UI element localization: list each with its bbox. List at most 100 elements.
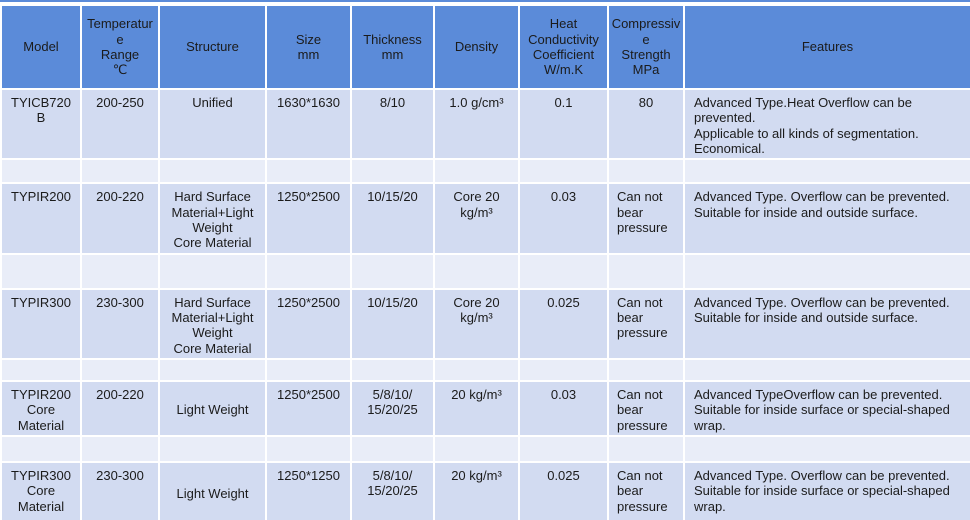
table-row: TYICB720B 200-250 Unified 1630*1630 8/10… [0,87,970,161]
cell-features: Advanced Type. Overflow can be prevented… [683,460,970,520]
table-row: TYPIR200 Core Material 200-220 Light Wei… [0,379,970,437]
spacer-cell [265,434,352,463]
cell-structure: Hard Surface Material+Light Weight Core … [158,287,267,360]
cell-density: 20 kg/m³ [433,379,520,437]
cell-size: 1250*2500 [265,379,352,437]
spacer-cell [0,357,82,382]
cell-model: TYPIR300 Core Material [0,460,82,520]
cell-model: TYPIR200 Core Material [0,379,82,437]
cell-heat-conductivity: 0.03 [518,182,609,255]
cell-features: Advanced TypeOverflow can be prevented. … [683,379,970,437]
cell-heat-conductivity: 0.025 [518,287,609,360]
spacer-cell [433,357,520,382]
spacer-cell [0,158,82,185]
product-spec-table: Model Temperature Range ℃ Structure Size… [0,4,970,520]
col-header-size: Size mm [265,4,352,90]
spacer-cell [683,434,970,463]
spacer-cell [607,158,685,185]
col-header-structure: Structure [158,4,267,90]
spacer-cell [683,252,970,290]
cell-temperature-range: 200-220 [80,182,160,255]
spacer-row [0,357,970,382]
cell-density: Core 20 kg/m³ [433,287,520,360]
spacer-cell [433,252,520,290]
spacer-cell [433,434,520,463]
spacer-cell [80,158,160,185]
cell-temperature-range: 200-220 [80,379,160,437]
cell-temperature-range: 230-300 [80,287,160,360]
spacer-cell [80,357,160,382]
cell-thickness: 5/8/10/ 15/20/25 [350,379,435,437]
cell-features: Advanced Type.Heat Overflow can be preve… [683,87,970,161]
spacer-cell [80,434,160,463]
cell-compressive-strength: Can not bear pressure [607,379,685,437]
spacer-cell [265,158,352,185]
spacer-cell [265,252,352,290]
cell-structure: Unified [158,87,267,161]
cell-temperature-range: 200-250 [80,87,160,161]
cell-temperature-range: 230-300 [80,460,160,520]
cell-structure: Light Weight [158,460,267,520]
spacer-cell [607,357,685,382]
spacer-cell [683,357,970,382]
cell-compressive-strength: Can not bear pressure [607,182,685,255]
spacer-cell [518,434,609,463]
cell-features: Advanced Type. Overflow can be prevented… [683,287,970,360]
spacer-cell [158,434,267,463]
spacer-cell [350,158,435,185]
spacer-cell [158,357,267,382]
spacer-cell [683,158,970,185]
cell-density: Core 20 kg/m³ [433,182,520,255]
cell-heat-conductivity: 0.03 [518,379,609,437]
cell-features: Advanced Type. Overflow can be prevented… [683,182,970,255]
spacer-cell [350,357,435,382]
spacer-cell [0,434,82,463]
table-row: TYPIR300 Core Material 230-300 Light Wei… [0,460,970,520]
col-header-density: Density [433,4,520,90]
spacer-cell [158,252,267,290]
cell-heat-conductivity: 0.025 [518,460,609,520]
spacer-cell [518,252,609,290]
cell-thickness: 5/8/10/ 15/20/25 [350,460,435,520]
cell-thickness: 8/10 [350,87,435,161]
table-top-strip [0,0,970,4]
cell-compressive-strength: Can not bear pressure [607,287,685,360]
cell-compressive-strength: 80 [607,87,685,161]
header-row: Model Temperature Range ℃ Structure Size… [0,4,970,90]
cell-thickness: 10/15/20 [350,182,435,255]
table-row: TYPIR200 200-220 Hard Surface Material+L… [0,182,970,255]
cell-structure: Light Weight [158,379,267,437]
spacer-cell [350,434,435,463]
spacer-cell [518,357,609,382]
spacer-row [0,434,970,463]
spacer-cell [265,357,352,382]
spacer-cell [0,252,82,290]
cell-size: 1250*2500 [265,182,352,255]
cell-size: 1630*1630 [265,87,352,161]
spacer-row [0,158,970,185]
col-header-heat-conductivity: Heat Conductivity Coefficient W/m.K [518,4,609,90]
cell-heat-conductivity: 0.1 [518,87,609,161]
spacer-cell [158,158,267,185]
col-header-compressive-strength: Compressive Strength MPa [607,4,685,90]
spacer-cell [607,252,685,290]
cell-structure: Hard Surface Material+Light Weight Core … [158,182,267,255]
spacer-cell [350,252,435,290]
cell-size: 1250*2500 [265,287,352,360]
cell-density: 20 kg/m³ [433,460,520,520]
spacer-cell [607,434,685,463]
cell-compressive-strength: Can not bear pressure [607,460,685,520]
cell-size: 1250*1250 [265,460,352,520]
cell-density: 1.0 g/cm³ [433,87,520,161]
col-header-model: Model [0,4,82,90]
spacer-cell [433,158,520,185]
cell-model: TYPIR200 [0,182,82,255]
spacer-cell [80,252,160,290]
cell-model: TYICB720B [0,87,82,161]
spacer-row [0,252,970,290]
cell-model: TYPIR300 [0,287,82,360]
col-header-temperature-range: Temperature Range ℃ [80,4,160,90]
col-header-features: Features [683,4,970,90]
cell-thickness: 10/15/20 [350,287,435,360]
